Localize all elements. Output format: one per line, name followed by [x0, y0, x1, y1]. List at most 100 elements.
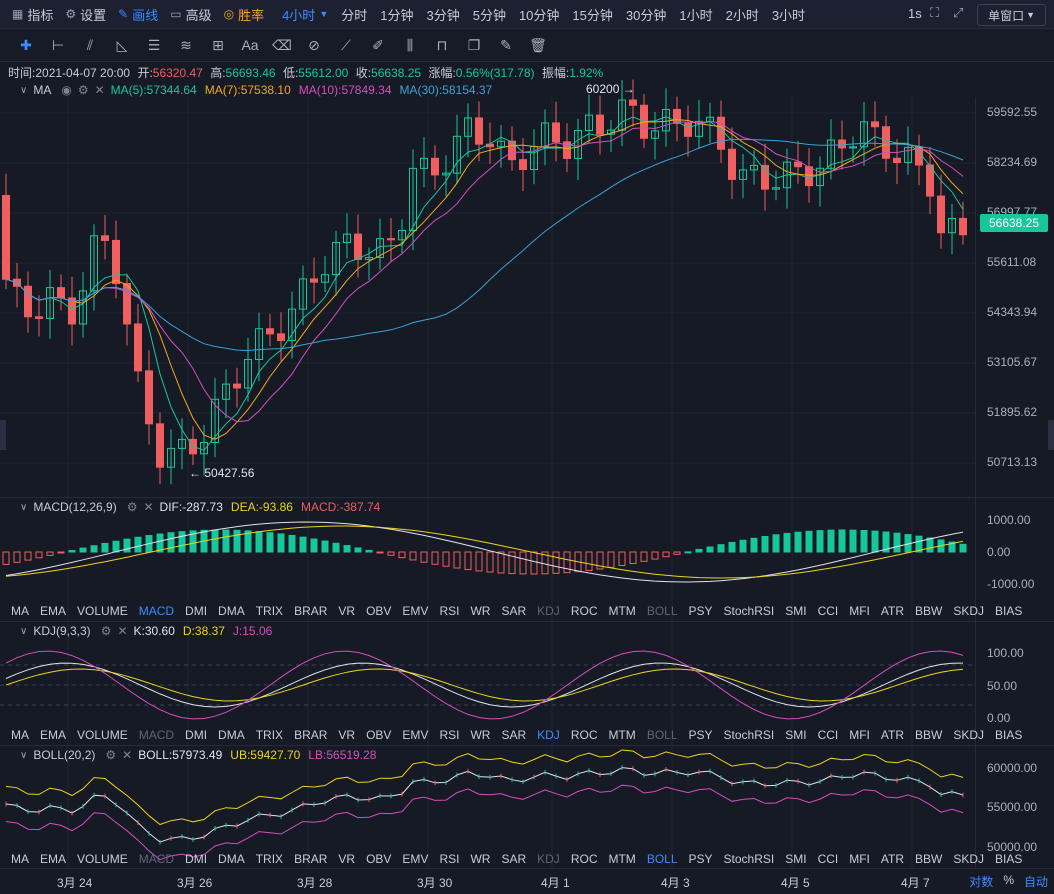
percent-scale-toggle[interactable]: %	[1003, 873, 1014, 887]
indicator-tab-mtm[interactable]: MTM	[608, 604, 636, 618]
indicator-tab-volume[interactable]: VOLUME	[77, 852, 128, 866]
fib-icon[interactable]: ◺	[116, 36, 128, 53]
indicator-tab-stochrsi[interactable]: StochRSI	[723, 728, 775, 742]
gear-icon[interactable]: ⚙	[126, 500, 138, 514]
timer-label[interactable]: 1s	[908, 6, 922, 21]
copy-icon[interactable]: ❐	[467, 36, 481, 53]
indicator-tab-bbw[interactable]: BBW	[915, 852, 943, 866]
interval-dropdown[interactable]: 4小时 ▼	[282, 7, 329, 23]
indicator-tab-kdj[interactable]: KDJ	[537, 604, 560, 618]
indicators-button[interactable]: ▦ 指标	[12, 7, 54, 23]
indicator-tab-rsi[interactable]: RSI	[439, 728, 460, 742]
auto-scale-toggle[interactable]: 自动	[1023, 875, 1048, 889]
fullscreen-icon[interactable]: ⛶	[930, 5, 940, 20]
indicator-tab-vr[interactable]: VR	[338, 728, 356, 742]
indicator-tab-mtm[interactable]: MTM	[608, 852, 636, 866]
brush-icon[interactable]: ✐	[372, 36, 384, 53]
indicator-tab-vr[interactable]: VR	[338, 852, 356, 866]
indicator-tab-ema[interactable]: EMA	[40, 604, 67, 618]
indicator-tab-dmi[interactable]: DMI	[185, 852, 208, 866]
indicator-tab-skdj[interactable]: SKDJ	[953, 852, 985, 866]
indicator-tab-trix[interactable]: TRIX	[255, 852, 284, 866]
interval-tab[interactable]: 30分钟	[625, 7, 667, 23]
indicator-tab-brar[interactable]: BRAR	[294, 852, 328, 866]
indicator-tab-volume[interactable]: VOLUME	[77, 728, 128, 742]
indicator-tab-mfi[interactable]: MFI	[849, 852, 870, 866]
right-scroll-handle[interactable]	[1048, 420, 1054, 450]
draw-button[interactable]: ✎ 画线	[118, 7, 159, 23]
expand-icon[interactable]: ⤢	[953, 5, 964, 20]
eye-icon[interactable]: ◉	[61, 83, 72, 97]
collapse-icon[interactable]: ∨	[20, 84, 28, 96]
win-rate-button[interactable]: ◎ 胜率	[223, 7, 265, 23]
candle-type-icon[interactable]: ⫼	[406, 36, 414, 53]
crosshair-icon[interactable]: ✚	[20, 36, 32, 53]
indicator-tab-atr[interactable]: ATR	[880, 604, 905, 618]
indicator-tab-ema[interactable]: EMA	[40, 728, 67, 742]
close-icon[interactable]: ✕	[94, 83, 105, 97]
indicator-tab-wr[interactable]: WR	[470, 728, 491, 742]
gear-icon[interactable]: ⚙	[100, 624, 112, 638]
indicator-tab-obv[interactable]: OBV	[366, 604, 392, 618]
close-icon[interactable]: ✕	[117, 624, 128, 638]
indicator-tab-sar[interactable]: SAR	[501, 604, 527, 618]
indicator-tab-dma[interactable]: DMA	[218, 852, 245, 866]
indicator-tab-dmi[interactable]: DMI	[185, 728, 208, 742]
collapse-icon[interactable]: ∨	[20, 501, 28, 513]
indicator-tab-bbw[interactable]: BBW	[915, 604, 943, 618]
chart-canvas[interactable]	[0, 0, 976, 868]
indicator-tab-wr[interactable]: WR	[470, 852, 491, 866]
indicator-tab-cci[interactable]: CCI	[817, 728, 839, 742]
text-icon[interactable]: Aa	[241, 37, 259, 53]
eraser-icon[interactable]: ⌫	[272, 36, 292, 53]
indicator-tab-psy[interactable]: PSY	[688, 604, 713, 618]
indicator-tab-dmi[interactable]: DMI	[185, 604, 208, 618]
edit-icon[interactable]: ✎	[500, 36, 512, 53]
indicator-tab-smi[interactable]: SMI	[785, 728, 807, 742]
trash-icon[interactable]: 🗑	[529, 36, 547, 53]
close-icon[interactable]: ✕	[143, 500, 154, 514]
interval-tab[interactable]: 1分钟	[380, 7, 414, 23]
indicator-tab-wr[interactable]: WR	[470, 604, 491, 618]
indicator-tab-trix[interactable]: TRIX	[255, 728, 284, 742]
gear-icon[interactable]: ⚙	[77, 83, 89, 97]
indicator-tab-smi[interactable]: SMI	[785, 852, 807, 866]
horizontal-line-icon[interactable]: ⊢	[51, 36, 65, 53]
indicator-tab-brar[interactable]: BRAR	[294, 604, 328, 618]
indicator-tab-roc[interactable]: ROC	[570, 852, 598, 866]
indicator-tab-cci[interactable]: CCI	[817, 604, 839, 618]
magnet-icon[interactable]: ⊘	[308, 36, 320, 53]
settings-button[interactable]: ⚙ 设置	[65, 7, 107, 23]
interval-tab[interactable]: 15分钟	[572, 7, 613, 23]
indicator-tab-boll[interactable]: BOLL	[646, 728, 678, 742]
indicator-tab-ma[interactable]: MA	[11, 852, 29, 866]
indicator-tab-bias[interactable]: BIAS	[995, 852, 1023, 866]
indicator-tab-bias[interactable]: BIAS	[995, 604, 1023, 618]
gear-icon[interactable]: ⚙	[105, 748, 117, 762]
indicator-tab-macd[interactable]: MACD	[138, 852, 175, 866]
indicator-tab-atr[interactable]: ATR	[880, 728, 905, 742]
indicator-tab-bbw[interactable]: BBW	[915, 728, 943, 742]
indicator-tab-sar[interactable]: SAR	[501, 852, 527, 866]
indicator-tab-sar[interactable]: SAR	[501, 728, 527, 742]
lock-icon[interactable]: ⊓	[436, 36, 448, 53]
parallel-channel-icon[interactable]: ⫽	[86, 36, 94, 53]
indicator-tab-vr[interactable]: VR	[338, 604, 356, 618]
interval-tab[interactable]: 分时	[341, 7, 368, 23]
indicator-tab-bias[interactable]: BIAS	[995, 728, 1023, 742]
close-icon[interactable]: ✕	[122, 748, 133, 762]
indicator-tab-smi[interactable]: SMI	[785, 604, 807, 618]
indicator-tab-rsi[interactable]: RSI	[439, 604, 460, 618]
window-mode-button[interactable]: 单窗口 ▼	[977, 4, 1046, 26]
fib-levels-icon[interactable]: ☰	[147, 36, 161, 53]
indicator-tab-boll[interactable]: BOLL	[646, 604, 678, 618]
indicator-tab-boll[interactable]: BOLL	[646, 852, 678, 866]
indicator-tab-emv[interactable]: EMV	[402, 604, 429, 618]
indicator-tab-ema[interactable]: EMA	[40, 852, 67, 866]
interval-tab[interactable]: 1小时	[679, 7, 713, 23]
indicator-tab-stochrsi[interactable]: StochRSI	[723, 604, 775, 618]
indicator-tab-emv[interactable]: EMV	[402, 728, 429, 742]
indicator-tab-skdj[interactable]: SKDJ	[953, 728, 985, 742]
indicator-tab-roc[interactable]: ROC	[570, 604, 598, 618]
indicator-tab-dma[interactable]: DMA	[218, 604, 245, 618]
